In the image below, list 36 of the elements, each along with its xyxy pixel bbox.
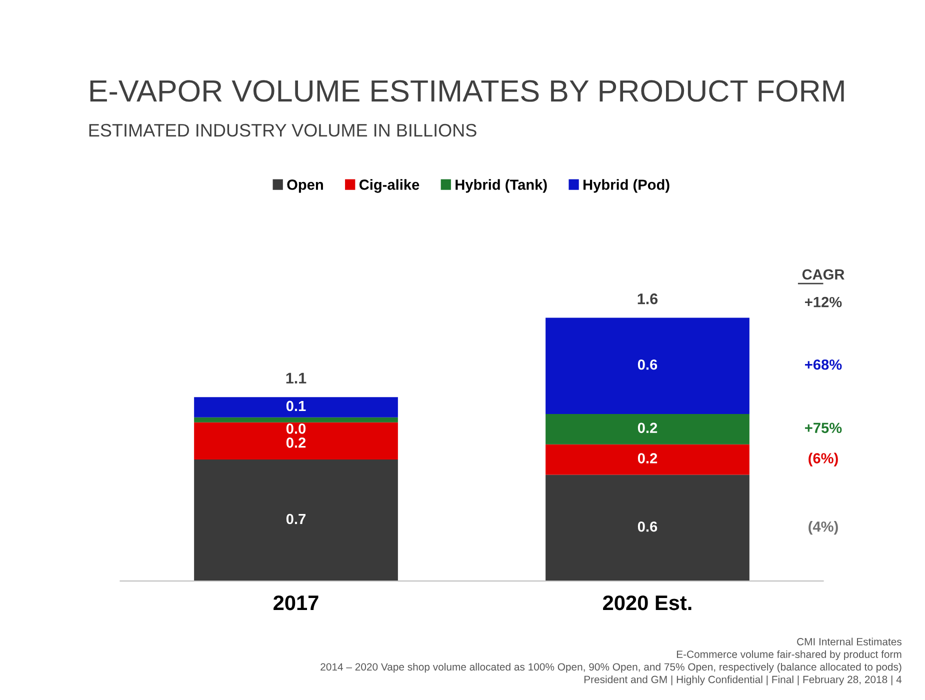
data-label: 0.6 (638, 359, 658, 370)
data-label: 0.0 (286, 423, 306, 434)
bar (194, 422, 398, 460)
text: +12% (805, 296, 842, 308)
annotation: +75% (805, 422, 842, 434)
bar (194, 460, 398, 581)
data-label: 0.2 (638, 422, 658, 434)
legend-label: Open (287, 180, 323, 193)
total-label: 1.1 (286, 372, 306, 384)
text: CMI Internal Estimates (797, 638, 902, 646)
text: 2014 – 2020 Vape shop volume allocated as 100% Open, 90% Open, and 75% Open, respectively (balance allocated to pods) (320, 662, 902, 673)
bar (546, 414, 750, 444)
x-tick-label: 2020 Est. (603, 595, 692, 610)
data-label: 0.2 (638, 453, 658, 464)
chart-title: E-VAPOR VOLUME ESTIMATES BY PRODUCT FORM (90, 80, 844, 102)
text: President and GM | Highly Confidential | Final | February 28, 2018 | 4 (584, 676, 902, 686)
chart-subtitle: ESTIMATED INDUSTRY VOLUME IN BILLIONS (89, 124, 476, 137)
bar (194, 397, 398, 418)
data-label: 0.2 (286, 437, 306, 448)
bar (546, 474, 750, 581)
legend-label: Hybrid (Pod) (584, 179, 670, 193)
data-label: 0.7 (286, 514, 306, 524)
bar (546, 444, 750, 475)
annotation: +68% (805, 359, 842, 370)
bar (546, 318, 750, 414)
bar (194, 417, 398, 422)
x-tick-label: 2017 (274, 595, 318, 610)
annotation: (6%) (808, 452, 838, 466)
legend-label: Hybrid (Tank) (456, 179, 547, 193)
text: CAGR (802, 269, 844, 280)
data-label: 0.1 (286, 400, 306, 412)
annotation: (4%) (808, 521, 838, 535)
legend-label: Cig-alike (359, 179, 420, 193)
total-label: 1.6 (638, 293, 658, 304)
text: E-Commerce volume fair-shared by product form (676, 650, 902, 660)
data-label: 0.6 (638, 521, 658, 532)
